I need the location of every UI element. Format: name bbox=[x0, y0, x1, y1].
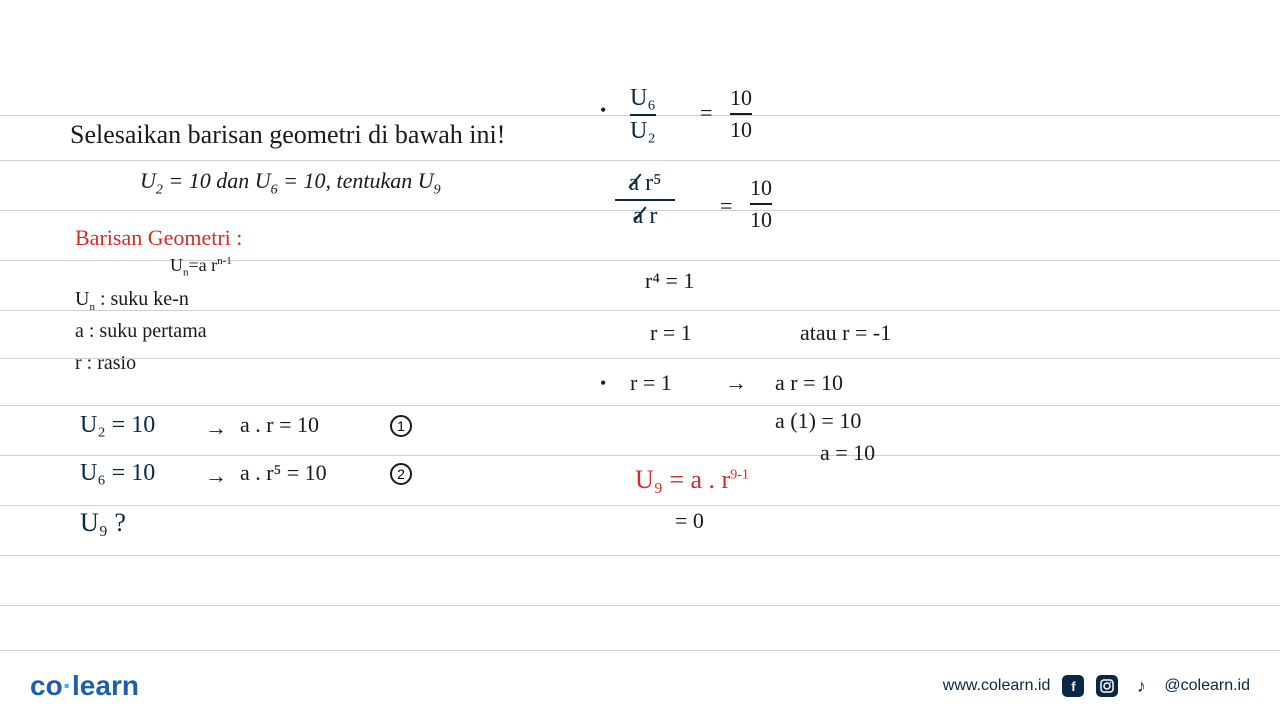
def-a: a : suku pertama bbox=[75, 320, 207, 343]
formula: Un=a rn-1 bbox=[170, 255, 232, 279]
eq-2: = bbox=[720, 193, 732, 219]
u6-given: U₆ = 10 bbox=[80, 460, 155, 487]
arrow-3: → bbox=[725, 370, 747, 396]
a-eq-10: a = 10 bbox=[820, 440, 875, 466]
arrow-2: → bbox=[205, 463, 227, 489]
circled-1: 1 bbox=[390, 415, 412, 437]
atau-r-neg1: atau r = -1 bbox=[800, 320, 891, 346]
frac-10-10: 10 10 bbox=[730, 85, 752, 143]
circled-2: 2 bbox=[390, 463, 412, 485]
instagram-icon bbox=[1096, 675, 1118, 697]
def-r: r : rasio bbox=[75, 352, 136, 375]
u2-given: U₂ = 10 bbox=[80, 412, 155, 439]
frac-10-10-b: 10 10 bbox=[750, 175, 772, 233]
a1-eq-10: a (1) = 10 bbox=[775, 408, 861, 434]
footer: co·learn www.colearn.id f ♪ @colearn.id bbox=[0, 670, 1280, 702]
r-eq-1: r = 1 bbox=[650, 320, 692, 346]
footer-handle: @colearn.id bbox=[1164, 677, 1250, 695]
ar-eq-10: a r = 10 bbox=[775, 370, 843, 396]
frac-ar5-ar: a r⁵ a r bbox=[615, 170, 675, 230]
definition-heading: Barisan Geometri : bbox=[75, 225, 242, 251]
u9-formula: U₉ = a . r9-1 bbox=[635, 465, 749, 495]
logo: co·learn bbox=[30, 670, 139, 702]
bullet-1: • bbox=[600, 100, 606, 121]
facebook-icon: f bbox=[1062, 675, 1084, 697]
frac-u6-u2: U₆ U₂ bbox=[630, 85, 656, 145]
case-r1: r = 1 bbox=[630, 370, 672, 396]
u2-equation: a . r = 10 bbox=[240, 412, 319, 438]
tiktok-icon: ♪ bbox=[1130, 675, 1152, 697]
footer-url: www.colearn.id bbox=[943, 677, 1051, 695]
eq-1: = bbox=[700, 100, 712, 126]
u9-question: U₉ ? bbox=[80, 508, 126, 538]
problem-subtitle: U2 = 10 dan U6 = 10, tentukan U9 bbox=[140, 168, 441, 198]
bullet-2: • bbox=[600, 373, 606, 394]
r4-eq-1: r⁴ = 1 bbox=[645, 268, 694, 294]
arrow-1: → bbox=[205, 415, 227, 441]
u6-equation: a . r⁵ = 10 bbox=[240, 460, 327, 486]
problem-title: Selesaikan barisan geometri di bawah ini… bbox=[70, 120, 505, 150]
u9-result: = 0 bbox=[675, 508, 704, 534]
def-un: Un : suku ke-n bbox=[75, 288, 189, 313]
